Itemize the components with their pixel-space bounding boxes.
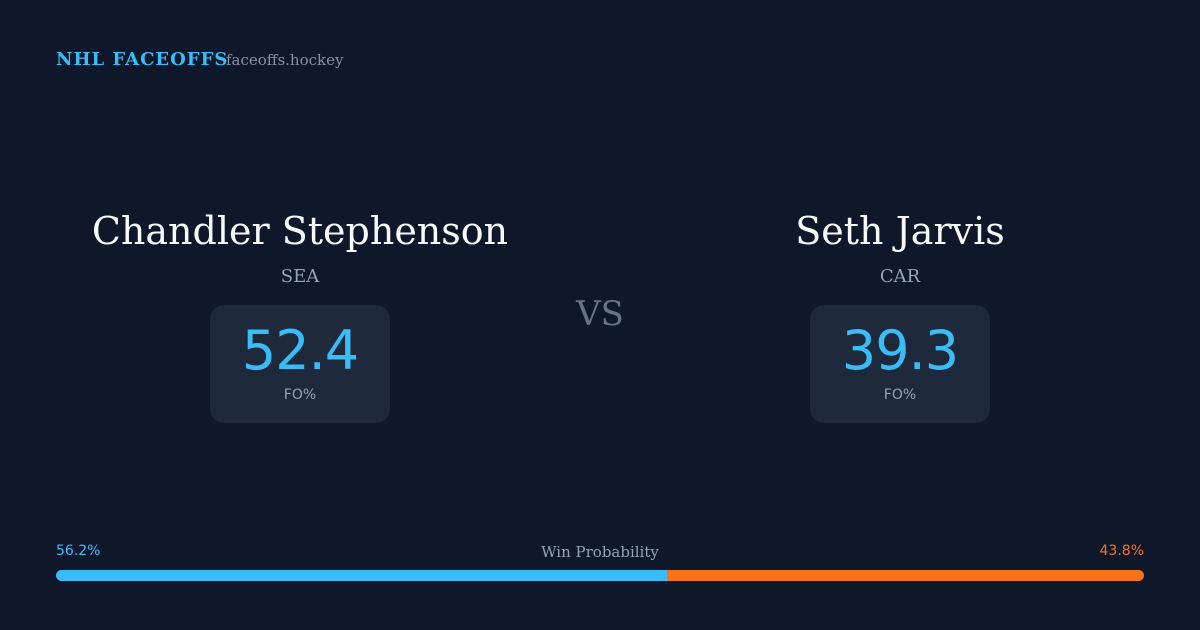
stat-label: FO% — [283, 387, 317, 403]
stat-box: 39.3 FO% — [809, 305, 991, 423]
away-probability: 43.8% — [1099, 543, 1144, 559]
player-card: Chandler Stephenson SEA 52.4 FO% — [0, 205, 600, 423]
team: CAR — [879, 266, 921, 287]
home-segment — [56, 570, 668, 581]
brand: NHL FACEOFFS — [56, 49, 229, 70]
team: SEA — [280, 266, 320, 287]
away-segment — [667, 570, 1144, 581]
player-card: Seth Jarvis CAR 39.3 FO% — [600, 205, 1200, 423]
stat-label: FO% — [883, 387, 917, 403]
probability-bar — [56, 570, 1144, 581]
player-name: Seth Jarvis — [795, 209, 1005, 253]
win-probability-title: Win Probability — [541, 543, 659, 561]
fo-pct: 39.3 — [841, 319, 959, 382]
site-url: faceoffs.hockey — [226, 51, 344, 69]
fo-pct: 52.4 — [241, 319, 359, 382]
player-name: Chandler Stephenson — [91, 209, 509, 253]
stat-box: 52.4 FO% — [209, 305, 391, 423]
home-probability: 56.2% — [56, 543, 101, 559]
versus: VS — [576, 294, 624, 334]
